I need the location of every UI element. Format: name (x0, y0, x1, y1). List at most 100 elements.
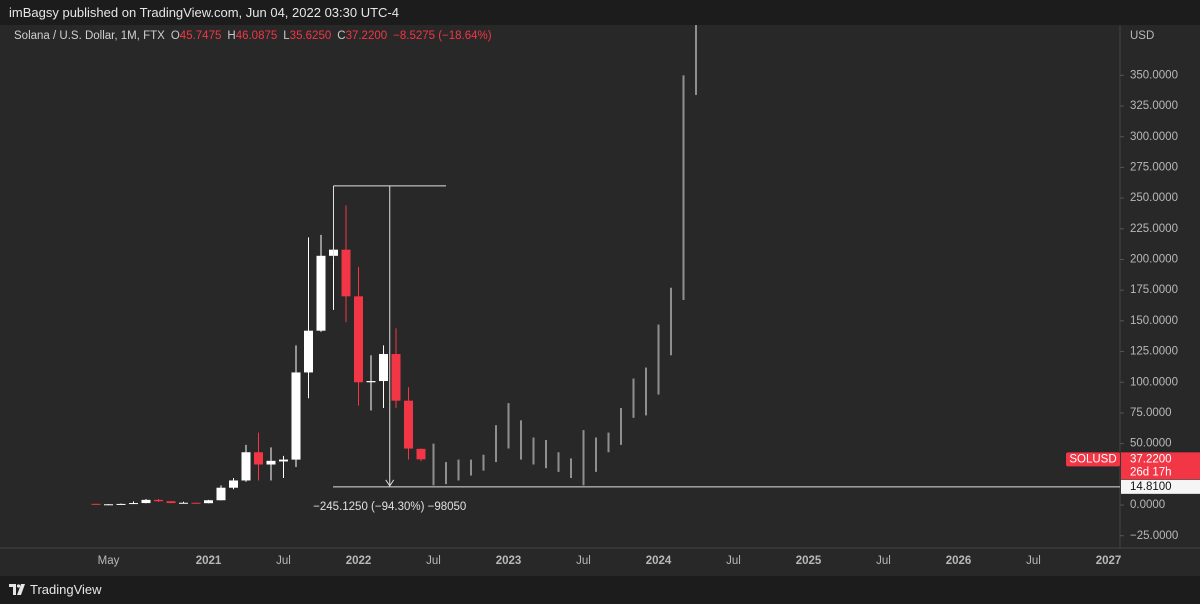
y-tick-label: 200.0000 (1130, 254, 1178, 266)
projection-bar (645, 367, 647, 416)
y-tick-label: 275.0000 (1130, 161, 1178, 173)
x-tick-label: 2026 (946, 555, 972, 567)
countdown: 26d 17h (1130, 466, 1172, 478)
candle-body (116, 503, 126, 505)
logo (9, 584, 25, 595)
ohlc-key: C (337, 30, 346, 42)
ohlc-value: 35.6250 (289, 30, 332, 42)
level-label-box (1121, 479, 1200, 494)
projection-bar (682, 75, 685, 301)
y-tick-label: 250.0000 (1130, 192, 1178, 204)
projection-bar (495, 425, 497, 463)
x-tick-label: 2023 (496, 555, 522, 567)
y-tick-label: 125.0000 (1130, 346, 1178, 358)
ohlc-value: 45.7475 (179, 30, 222, 42)
candle-body (304, 330, 313, 373)
candle-body (91, 503, 101, 505)
y-tick-label: 175.0000 (1130, 284, 1178, 296)
header: imBagsy published on TradingView.com, Ju… (0, 0, 1200, 25)
y-tick-label: 0.0000 (1130, 499, 1165, 511)
projection-bar (432, 443, 435, 486)
plot-area (91, 25, 1120, 506)
ohlc-value: 37.2200 (345, 30, 388, 42)
x-tick-label: 2024 (646, 555, 672, 567)
projection-bar (470, 459, 472, 476)
x-tick-label: 2022 (346, 555, 372, 567)
legend: Solana / U.S. Dollar, 1M, FTX O 45.7475 H 4… (14, 30, 492, 42)
candle-body (104, 504, 113, 506)
symbol-label: SOLUSD (1069, 453, 1116, 465)
arrow-head (385, 479, 395, 487)
x-tick-label: May (98, 555, 120, 567)
candle-body (291, 372, 301, 460)
change: −8.5275 (−18.64%) (393, 30, 492, 42)
projection-bar (607, 432, 610, 453)
candle-body (266, 460, 276, 465)
ohlc-key: O (170, 30, 180, 42)
projection-bar (595, 437, 597, 472)
candle-body (366, 381, 376, 383)
projection-bar (620, 408, 622, 445)
candle-body (141, 499, 151, 504)
x-tick-label: 2027 (1096, 555, 1122, 567)
projection-bar (657, 324, 660, 395)
projection-bar (520, 420, 522, 460)
projection-bar (532, 437, 535, 465)
projection-bar (557, 452, 560, 472)
y-tick-label: −25.0000 (1130, 530, 1178, 542)
projection-bar (632, 378, 635, 418)
y-tick-label: 300.0000 (1130, 131, 1178, 143)
level-label: 14.8100 (1130, 481, 1172, 493)
x-tick-label: Jul (1026, 555, 1041, 567)
candle-body (179, 502, 188, 504)
measure-label: −245.1250 (−94.30%) −98050 (313, 501, 466, 513)
projection-bar (507, 403, 510, 449)
candle-body (279, 459, 288, 462)
candle-body (354, 296, 363, 383)
candle-body (404, 400, 413, 449)
projection-bar (457, 459, 460, 481)
x-tick-label: 2025 (796, 555, 822, 567)
candle-body (154, 499, 163, 502)
candle-body (166, 501, 176, 504)
candle-body (129, 503, 138, 505)
ohlc-value: 46.0875 (235, 30, 278, 42)
projection-bar (445, 462, 447, 485)
symbol-box (1066, 452, 1120, 467)
ohlc-key: H (227, 30, 236, 42)
x-tick-label: Jul (876, 555, 891, 567)
y-tick-label: 325.0000 (1130, 100, 1178, 112)
x-tick-label: Jul (276, 555, 291, 567)
projection-bar (695, 25, 697, 95)
candle-body (316, 255, 326, 331)
x-tick-label: Jul (576, 555, 591, 567)
axis-unit: USD (1130, 30, 1154, 42)
candle-body (341, 249, 351, 297)
x-tick-label: Jul (726, 555, 741, 567)
ohlc-key: L (283, 30, 290, 42)
y-tick-label: 50.0000 (1130, 438, 1172, 450)
projection-bar (582, 430, 585, 486)
y-tick-label: 350.0000 (1130, 69, 1178, 81)
x-tick-label: Jul (426, 555, 441, 567)
y-tick-label: 225.0000 (1130, 223, 1178, 235)
candle-body (216, 487, 226, 501)
y-tick-label: 150.0000 (1130, 315, 1178, 327)
price-label: 37.2200 (1130, 453, 1172, 465)
brand: TradingView (30, 582, 102, 597)
candle-body (416, 448, 426, 460)
projection-bar (482, 454, 485, 471)
projection-bar (545, 439, 547, 469)
x-tick-label: 2021 (196, 555, 222, 567)
footer: TradingView (0, 576, 1200, 604)
projection-bar (670, 287, 672, 356)
candle-body (391, 354, 401, 401)
candle-body (204, 500, 213, 504)
y-tick-label: 100.0000 (1130, 376, 1178, 388)
candle-body (254, 452, 263, 465)
candle-body (229, 480, 238, 488)
y-tick-label: 75.0000 (1130, 407, 1172, 419)
symbol: Solana / U.S. Dollar, 1M, FTX (14, 30, 165, 42)
projection-bar (570, 458, 572, 479)
